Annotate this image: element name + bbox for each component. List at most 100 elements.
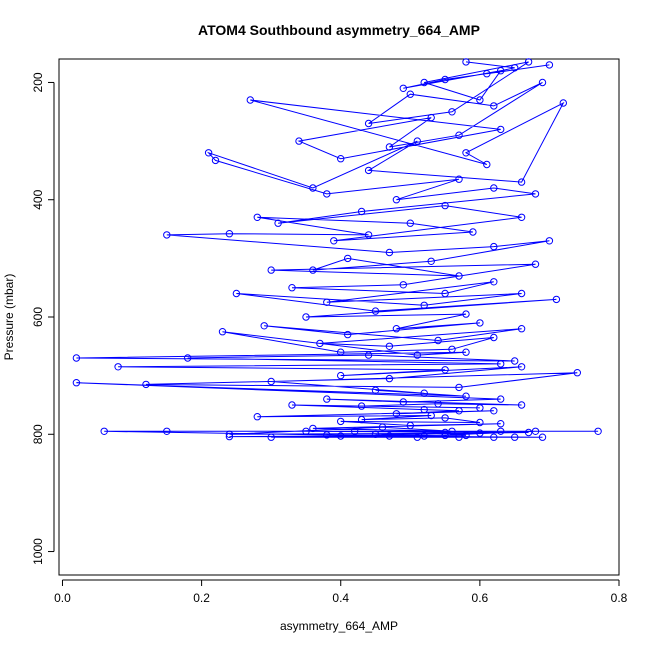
data-point (420, 78, 428, 87)
data-point (434, 400, 442, 408)
data-point (517, 213, 526, 222)
data-point (267, 266, 275, 274)
data-point (420, 301, 428, 309)
data-point (267, 433, 275, 441)
data-point (344, 330, 352, 339)
data-point (517, 401, 526, 409)
data-point (517, 178, 526, 186)
data-point (357, 415, 366, 424)
data-point (225, 230, 234, 238)
data-point (420, 389, 428, 397)
data-point (455, 383, 463, 392)
data-point (364, 351, 373, 359)
data-point (114, 363, 122, 371)
data-point (573, 369, 581, 377)
data-point (538, 78, 547, 87)
data-point (490, 278, 498, 286)
data-point (545, 237, 554, 245)
data-point (497, 395, 505, 403)
y-tick-label: 200 (31, 72, 45, 92)
data-point (455, 433, 463, 441)
data-point (351, 427, 359, 435)
data-point (448, 427, 456, 435)
data-point (309, 184, 317, 192)
data-point (497, 67, 505, 75)
series-line (76, 61, 599, 438)
plot-frame (58, 58, 620, 576)
data-point (337, 348, 345, 356)
data-point (323, 431, 331, 439)
data-point (211, 156, 220, 165)
data-point (253, 213, 261, 222)
data-point (302, 427, 310, 435)
data-point (323, 190, 331, 198)
data-point (330, 237, 338, 245)
data-point (455, 272, 463, 280)
data-point (218, 328, 227, 336)
data-point (100, 427, 108, 435)
data-point (246, 96, 255, 104)
data-point (511, 357, 519, 365)
y-axis-label: Pressure (mbar) (2, 274, 16, 361)
data-point (399, 281, 407, 289)
data-point (72, 354, 81, 362)
y-tick-label: 600 (31, 307, 45, 327)
data-point (385, 143, 394, 151)
data-point (448, 108, 456, 116)
data-point (524, 58, 533, 66)
data-point (253, 413, 261, 421)
data-layer (72, 58, 602, 441)
data-point (337, 432, 345, 440)
data-point (462, 310, 470, 318)
x-tick-label: 0.0 (54, 591, 71, 605)
data-point (497, 125, 505, 134)
data-point (385, 374, 394, 383)
data-point (497, 420, 505, 428)
data-point (511, 433, 519, 441)
data-point (517, 325, 526, 333)
data-point (462, 431, 470, 440)
data-point (490, 184, 498, 192)
data-point (399, 84, 407, 93)
data-point (462, 58, 470, 66)
data-point (163, 231, 171, 239)
data-point (385, 342, 394, 350)
data-point (260, 322, 268, 330)
data-point (511, 64, 519, 72)
data-point (455, 131, 463, 139)
data-point (371, 307, 380, 315)
data-point (274, 219, 282, 227)
data-point (337, 371, 345, 380)
data-point (357, 207, 366, 216)
chart-title: ATOM4 Southbound asymmetry_664_AMP (198, 22, 480, 38)
data-point (142, 380, 150, 389)
data-point (364, 166, 373, 175)
y-tick-label: 1000 (31, 538, 45, 565)
data-point (476, 429, 484, 437)
data-point (427, 113, 435, 122)
data-point (399, 398, 407, 406)
data-point (490, 433, 498, 441)
data-point (427, 411, 435, 420)
x-tick-label: 0.8 (611, 591, 628, 605)
data-point (497, 360, 505, 368)
data-point (531, 427, 540, 435)
data-point (427, 257, 435, 265)
y-tick-label: 800 (31, 424, 45, 444)
data-point (385, 248, 394, 257)
data-point (462, 149, 470, 157)
data-point (441, 428, 449, 437)
data-point (462, 392, 470, 400)
data-point (371, 386, 380, 394)
data-point (344, 254, 352, 263)
data-point (420, 405, 428, 414)
data-point (288, 284, 296, 292)
data-point (406, 421, 414, 430)
data-point (448, 345, 456, 353)
data-point (316, 339, 324, 348)
data-point (476, 96, 484, 104)
data-point (441, 201, 449, 210)
data-point (441, 75, 449, 84)
data-point (490, 102, 498, 110)
